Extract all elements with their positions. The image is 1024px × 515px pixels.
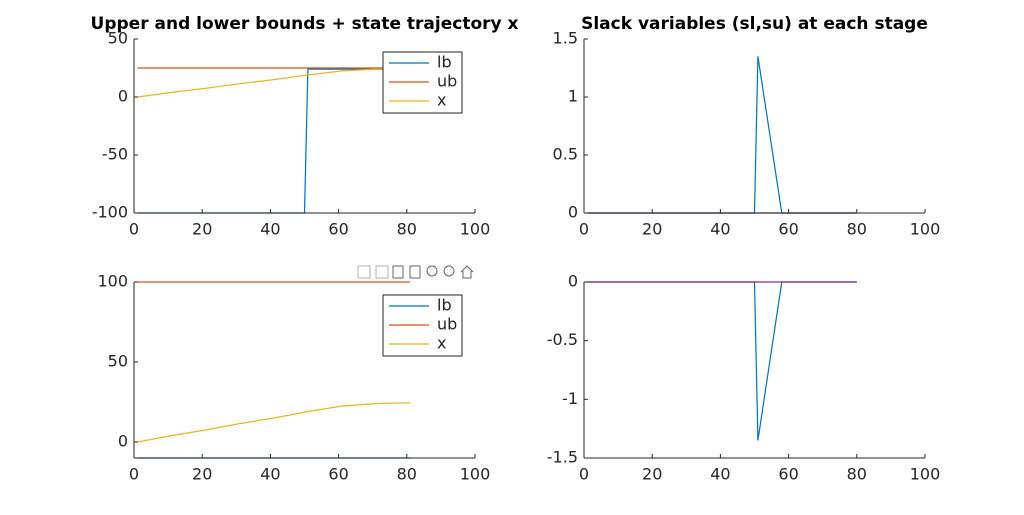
y-tick-label: 0 bbox=[568, 272, 578, 291]
x-tick-label: 20 bbox=[192, 220, 212, 239]
x-tick-label: 60 bbox=[328, 465, 348, 484]
x-tick-label: 20 bbox=[642, 220, 662, 239]
y-tick-label: 100 bbox=[97, 272, 128, 291]
x-tick-label: 60 bbox=[778, 220, 798, 239]
chart-title: Upper and lower bounds + state trajector… bbox=[91, 14, 519, 34]
toolbar-icon[interactable] bbox=[409, 265, 421, 279]
y-tick-label: -1 bbox=[562, 389, 578, 408]
x-tick-label: 80 bbox=[397, 220, 417, 239]
x-tick-label: 20 bbox=[192, 465, 212, 484]
y-tick-label: 1 bbox=[568, 87, 578, 106]
axes-toolbar[interactable] bbox=[357, 265, 474, 279]
y-tick-label: 0 bbox=[118, 87, 128, 106]
y-tick-label: 1.5 bbox=[553, 29, 578, 48]
chart-title: Slack variables (sl,su) at each stage bbox=[581, 14, 928, 34]
y-tick-label: -1.5 bbox=[547, 448, 578, 467]
x-tick-label: 80 bbox=[397, 465, 417, 484]
y-tick-label: -100 bbox=[92, 203, 128, 222]
toolbar-icon[interactable] bbox=[392, 265, 404, 279]
y-tick-label: -0.5 bbox=[547, 330, 578, 349]
x-tick-label: 100 bbox=[460, 220, 491, 239]
x-tick-label: 40 bbox=[260, 465, 280, 484]
x-tick-label: 0 bbox=[129, 220, 139, 239]
y-tick-label: 50 bbox=[108, 352, 128, 371]
legend-label: lb bbox=[437, 53, 452, 72]
toolbar-icon[interactable] bbox=[460, 265, 474, 279]
x-tick-label: 60 bbox=[328, 220, 348, 239]
x-tick-label: 100 bbox=[910, 465, 941, 484]
x-tick-label: 80 bbox=[847, 220, 867, 239]
toolbar-icon[interactable] bbox=[426, 265, 438, 277]
series-line bbox=[137, 67, 411, 98]
toolbar-icon[interactable] bbox=[375, 265, 389, 279]
toolbar-icon[interactable] bbox=[357, 265, 371, 279]
legend-label: ub bbox=[437, 315, 457, 334]
x-tick-label: 100 bbox=[460, 465, 491, 484]
toolbar-icon[interactable] bbox=[443, 265, 455, 277]
legend-label: x bbox=[437, 334, 446, 353]
x-tick-label: 80 bbox=[847, 465, 867, 484]
y-tick-label: -50 bbox=[102, 145, 128, 164]
x-tick-label: 20 bbox=[642, 465, 662, 484]
x-tick-label: 0 bbox=[579, 465, 589, 484]
x-tick-label: 60 bbox=[778, 465, 798, 484]
legend-label: x bbox=[437, 91, 446, 110]
legend-label: ub bbox=[437, 72, 457, 91]
x-tick-label: 0 bbox=[579, 220, 589, 239]
y-tick-label: 0 bbox=[118, 432, 128, 451]
x-tick-label: 100 bbox=[910, 220, 941, 239]
x-tick-label: 40 bbox=[710, 465, 730, 484]
legend-label: lb bbox=[437, 296, 452, 315]
x-tick-label: 40 bbox=[710, 220, 730, 239]
x-tick-label: 40 bbox=[260, 220, 280, 239]
y-tick-label: 50 bbox=[108, 29, 128, 48]
y-tick-label: 0 bbox=[568, 203, 578, 222]
x-tick-label: 0 bbox=[129, 465, 139, 484]
series-line bbox=[137, 402, 411, 443]
y-tick-label: 0.5 bbox=[553, 145, 578, 164]
